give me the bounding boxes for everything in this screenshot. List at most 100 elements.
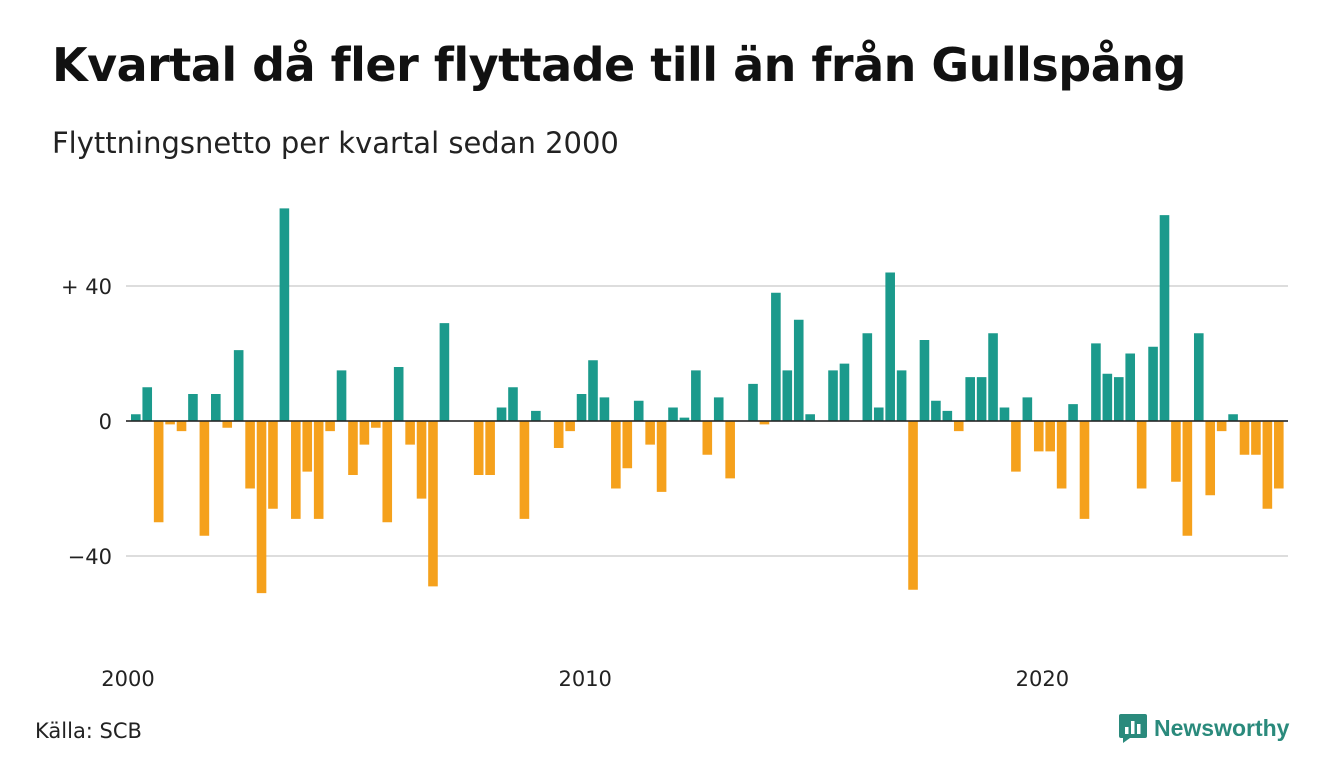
- x-tick-label: 2000: [101, 667, 154, 691]
- bar: [188, 394, 198, 421]
- bar: [256, 421, 267, 594]
- bar: [553, 421, 564, 448]
- bar: [1045, 421, 1055, 452]
- bar: [782, 370, 793, 422]
- bar: [176, 421, 187, 432]
- bar: [165, 421, 175, 425]
- bar: [473, 421, 484, 475]
- bar: [131, 414, 141, 421]
- bar: [405, 421, 415, 445]
- bar: [485, 421, 495, 475]
- bar: [645, 421, 655, 445]
- bar: [1148, 346, 1158, 421]
- bar: [245, 421, 255, 489]
- bar: [999, 407, 1010, 421]
- bar: [1193, 333, 1204, 421]
- bar: [416, 421, 427, 499]
- chart-bubble-icon: [1119, 714, 1147, 743]
- bar: [428, 421, 438, 587]
- bar: [565, 421, 575, 432]
- y-tick-label: + 40: [61, 275, 112, 299]
- bar: [896, 370, 907, 422]
- bar: [771, 292, 781, 421]
- bar: [679, 417, 690, 422]
- bar: [702, 421, 713, 455]
- bar: [611, 421, 621, 489]
- bar: [805, 414, 815, 421]
- bar: [142, 387, 153, 421]
- bar: [336, 370, 347, 422]
- bar: [988, 333, 998, 421]
- bar: [656, 421, 667, 492]
- bar: [828, 370, 838, 422]
- chart-subtitle: Flyttningsnetto per kvartal sedan 2000: [52, 126, 619, 160]
- bar: [725, 421, 735, 479]
- bar: [1113, 377, 1124, 422]
- bar: [359, 421, 370, 445]
- bar: [153, 421, 164, 523]
- bar: [1022, 397, 1033, 422]
- bar: [633, 400, 644, 421]
- bar: [1033, 421, 1044, 452]
- bar: [622, 421, 633, 469]
- bar: [1274, 421, 1284, 489]
- bar: [839, 363, 850, 422]
- bar: [393, 367, 404, 421]
- x-tick-label: 2020: [1016, 667, 1069, 691]
- bar: [599, 397, 610, 422]
- bar: [348, 421, 358, 475]
- bar: [931, 400, 941, 421]
- bar: [1182, 421, 1193, 536]
- bar: [873, 407, 884, 421]
- bar: [199, 421, 210, 536]
- bar: [1102, 373, 1113, 421]
- bar: [1079, 421, 1090, 519]
- bar: [233, 350, 244, 422]
- bar: [1159, 215, 1170, 422]
- source-note: Källa: SCB: [35, 719, 142, 743]
- bar: [908, 421, 918, 590]
- bar: [268, 421, 278, 509]
- bar: [508, 387, 518, 421]
- bar: [1205, 421, 1216, 496]
- bar: [211, 394, 221, 421]
- bar: [668, 407, 678, 421]
- bar: [1136, 421, 1147, 489]
- logo-text: Newsworthy: [1154, 714, 1290, 741]
- y-tick-label: −40: [68, 545, 112, 569]
- bar: [313, 421, 324, 519]
- bar: [1239, 421, 1250, 455]
- bar: [576, 394, 587, 421]
- bar: [793, 319, 804, 421]
- bar: [965, 377, 975, 422]
- x-tick-label: 2010: [558, 667, 611, 691]
- bar: [1216, 421, 1227, 432]
- bar: [885, 272, 895, 421]
- bar: [976, 377, 987, 422]
- bar: [531, 410, 541, 422]
- bar: [759, 421, 770, 425]
- bar: [862, 333, 873, 421]
- bar: [1262, 421, 1273, 509]
- bar: [1125, 353, 1136, 421]
- bar: [325, 421, 335, 432]
- bar: [291, 421, 301, 519]
- bar: [371, 421, 381, 428]
- bar: [1056, 421, 1067, 489]
- bar: [713, 397, 724, 422]
- bar: [1228, 414, 1238, 421]
- bar: [496, 407, 507, 421]
- y-tick-label: 0: [99, 410, 112, 434]
- bar: [919, 340, 930, 421]
- bar: [691, 370, 701, 422]
- bar: [1011, 421, 1021, 472]
- bar: [382, 421, 393, 523]
- chart-title: Kvartal då fler flyttade till än från Gu…: [52, 38, 1186, 92]
- bar: [519, 421, 530, 519]
- bar: [748, 383, 758, 422]
- bar: [1251, 421, 1261, 455]
- bar: [439, 323, 450, 422]
- bar: [302, 421, 313, 472]
- bar: [1171, 421, 1181, 482]
